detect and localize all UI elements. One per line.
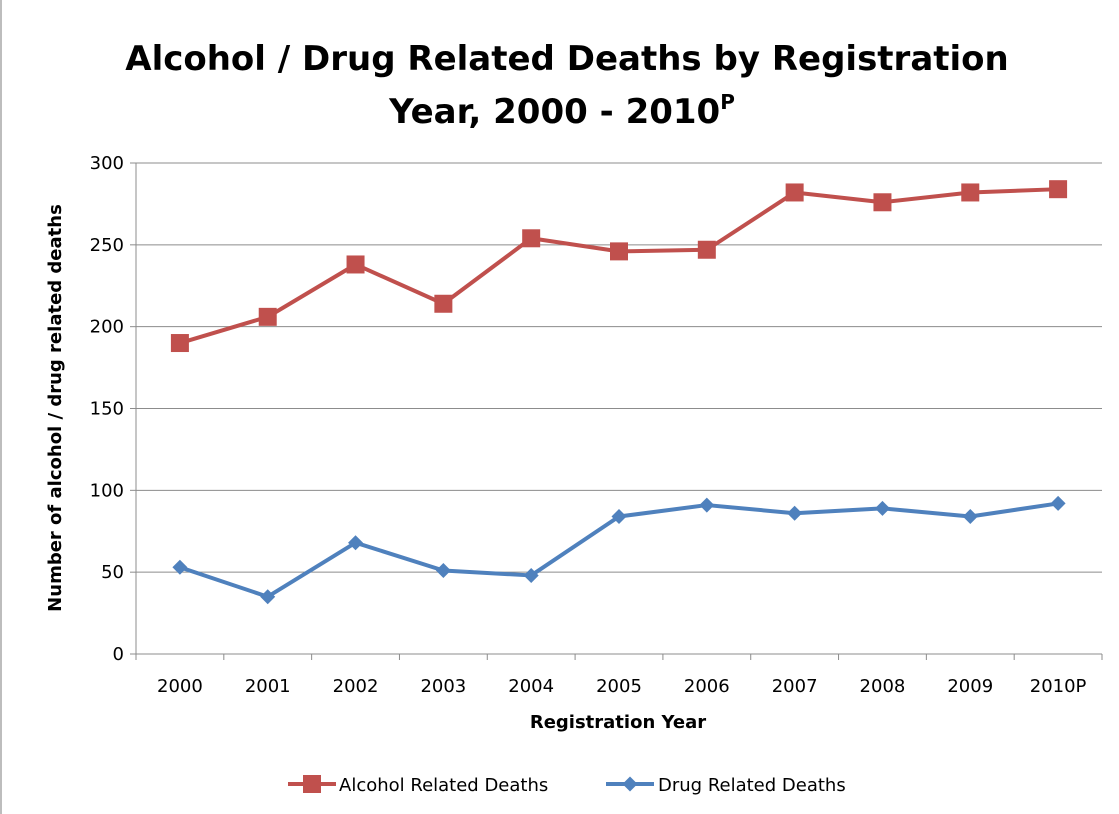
chart-title-line2: Year, 2000 - 2010P <box>388 90 735 132</box>
x-tick-label: 2009 <box>947 676 993 697</box>
x-tick-label: 2001 <box>245 676 291 697</box>
alcohol-data-point <box>434 294 453 313</box>
drug-data-point <box>787 505 803 521</box>
legend-alcohol-marker <box>303 775 321 793</box>
alcohol-data-point <box>610 242 628 261</box>
drug-data-point <box>435 563 451 579</box>
chart-title-line1: Alcohol / Drug Related Deaths by Registr… <box>125 39 1009 79</box>
drug-data-point <box>348 535 364 551</box>
y-axis-title: Number of alcohol / drug related deaths <box>45 204 66 612</box>
x-tick-label: 2000 <box>157 676 203 697</box>
drug-data-point <box>699 497 715 513</box>
y-tick-label: 200 <box>90 317 124 338</box>
alcohol-data-point <box>258 307 277 326</box>
x-tick-label: 2008 <box>860 676 906 697</box>
x-axis-title: Registration Year <box>530 712 706 733</box>
drug-data-point <box>523 567 539 583</box>
drug-data-point <box>962 509 978 525</box>
alcohol-data-point <box>170 334 189 353</box>
drug-data-point <box>260 589 276 605</box>
x-tick-label: 2006 <box>684 676 730 697</box>
alcohol-series-line <box>179 187 1059 345</box>
drug-data-point <box>1050 495 1066 511</box>
alcohol-data-point <box>961 183 980 202</box>
x-tick-label: 2003 <box>420 676 466 697</box>
drug-data-point <box>874 500 890 516</box>
alcohol-data-point <box>697 240 716 259</box>
legend-alcohol-label: Alcohol Related Deaths <box>339 775 548 796</box>
x-tick-label: 2007 <box>772 676 818 697</box>
alcohol-data-point <box>873 193 892 212</box>
x-tick-labels: 2000 2001 2002 2003 2004 2005 2006 2007 2008 2009… <box>157 676 1087 697</box>
series-lines <box>170 180 1068 605</box>
y-tick-labels: 0 50 100 150 200 250 300 <box>90 153 124 665</box>
y-tick-label: 250 <box>90 235 124 256</box>
chart-title-line2-text: Year, 2000 - 2010 <box>388 92 720 132</box>
x-tick-label: 2002 <box>333 676 379 697</box>
y-tick-label: 100 <box>90 480 124 501</box>
legend-drug-label: Drug Related Deaths <box>658 775 846 796</box>
drug-data-point <box>611 509 627 525</box>
drug-data-point <box>172 559 188 575</box>
alcohol-data-point <box>785 183 804 202</box>
legend-drug-marker <box>622 776 638 792</box>
y-tick-label: 150 <box>90 399 124 420</box>
y-tick-label: 0 <box>113 644 124 665</box>
x-tick-label: 2005 <box>596 676 642 697</box>
x-tick-label: 2004 <box>508 676 554 697</box>
x-tick-label: 2010P <box>1030 676 1087 697</box>
axes <box>130 162 1103 660</box>
alcohol-data-point <box>1049 180 1068 199</box>
legend: Alcohol Related Deaths Drug Related Death… <box>288 775 846 796</box>
alcohol-data-point <box>522 229 541 248</box>
y-tick-label: 50 <box>101 562 124 583</box>
chart-title-superscript: P <box>720 90 735 114</box>
alcohol-data-point <box>346 255 365 274</box>
y-tick-label: 300 <box>90 153 124 174</box>
